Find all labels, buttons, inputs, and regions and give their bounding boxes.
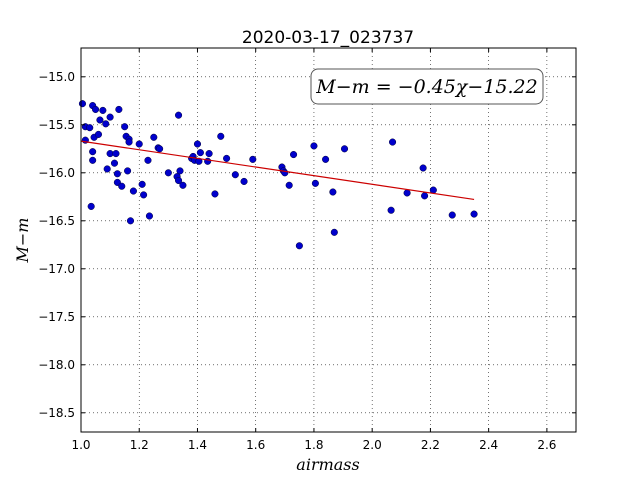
- data-point: [124, 167, 132, 175]
- data-point: [193, 140, 202, 148]
- x-tick-label: 2.2: [421, 438, 440, 452]
- data-point: [96, 116, 104, 124]
- data-point: [110, 159, 119, 167]
- plot-area: 1.0 1.2 1.4 1.6 1.8 2.0 2.2 2.4 2.6 −15.0 −15.5 −16…: [38, 47, 577, 452]
- y-tick-label: −15.5: [38, 118, 75, 132]
- y-tick-label: −17.0: [38, 262, 75, 276]
- y-tick-label: −17.5: [38, 310, 75, 324]
- chart-title: 2020-03-17_023737: [242, 28, 414, 48]
- data-point: [223, 154, 231, 162]
- data-point: [448, 211, 456, 219]
- data-point: [205, 150, 213, 158]
- data-point: [129, 187, 137, 195]
- x-tick-label: 1.2: [130, 438, 149, 452]
- data-point: [87, 202, 95, 210]
- data-point: [89, 156, 97, 164]
- data-point: [179, 181, 187, 189]
- data-point: [156, 145, 164, 153]
- data-point: [164, 169, 172, 177]
- y-tick-label: −18.5: [38, 406, 75, 420]
- x-tick-label: 2.4: [479, 438, 498, 452]
- data-point: [231, 171, 239, 179]
- data-point: [196, 149, 204, 157]
- data-point: [102, 120, 110, 128]
- data-point: [340, 145, 349, 153]
- data-point: [195, 157, 203, 165]
- data-point: [387, 206, 395, 214]
- axes-frame: [80, 47, 577, 433]
- data-point: [330, 228, 338, 236]
- data-point: [113, 170, 121, 178]
- data-point: [118, 182, 126, 190]
- x-tick-label: 1.6: [246, 438, 265, 452]
- data-point: [138, 180, 146, 188]
- data-point: [429, 186, 437, 194]
- x-tick-label: 1.0: [71, 438, 90, 452]
- data-point: [150, 133, 158, 141]
- annotation-box: [310, 68, 544, 105]
- y-tick-label: −16.5: [38, 214, 75, 228]
- x-tick-label: 1.4: [188, 438, 207, 452]
- data-point: [176, 167, 184, 175]
- data-point: [403, 189, 411, 197]
- data-point: [126, 217, 135, 225]
- data-point: [389, 138, 397, 146]
- data-point: [470, 210, 478, 218]
- data-point: [285, 181, 293, 189]
- fit-line: [80, 140, 475, 201]
- x-tick-label: 2.6: [537, 438, 556, 452]
- data-point: [140, 191, 148, 199]
- data-point: [329, 188, 337, 196]
- data-point: [112, 150, 120, 158]
- data-point: [89, 148, 97, 156]
- data-point: [115, 105, 123, 113]
- data-point: [135, 140, 143, 148]
- y-tick-label: −18.0: [38, 358, 75, 372]
- data-point: [295, 242, 303, 250]
- y-tick-label: −16.0: [38, 166, 75, 180]
- data-point: [174, 111, 183, 119]
- data-point: [174, 176, 183, 185]
- data-point: [211, 190, 219, 198]
- x-axis-label: airmass: [296, 455, 359, 474]
- data-point: [145, 212, 153, 220]
- y-axis-label: M−m: [13, 218, 32, 264]
- data-point: [86, 124, 94, 132]
- data-point: [290, 151, 298, 159]
- fit-equation-annotation: M−m = −0.45χ−15.22: [315, 76, 537, 98]
- x-tick-label: 1.8: [304, 438, 323, 452]
- data-point: [310, 142, 318, 150]
- data-point: [92, 105, 100, 113]
- data-point: [322, 155, 330, 163]
- data-point: [217, 132, 225, 140]
- data-point: [121, 123, 129, 131]
- data-point: [421, 192, 429, 200]
- y-tick-label: −15.0: [38, 70, 75, 84]
- data-point: [103, 165, 111, 173]
- data-point: [419, 164, 427, 172]
- data-point: [106, 113, 114, 121]
- x-tick-label: 2.0: [363, 438, 382, 452]
- data-point: [125, 138, 133, 146]
- data-point: [94, 130, 103, 138]
- data-point: [311, 179, 319, 187]
- data-point: [99, 106, 107, 114]
- data-point: [144, 156, 152, 164]
- data-point: [78, 100, 87, 108]
- data-point: [249, 155, 257, 163]
- data-point: [240, 177, 248, 185]
